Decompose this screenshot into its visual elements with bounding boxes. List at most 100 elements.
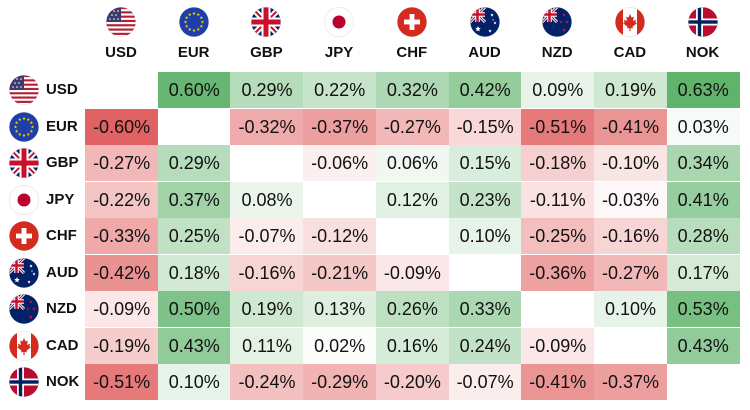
- heatmap-cell: -0.27%: [375, 108, 449, 145]
- heatmap-cell: 0.08%: [230, 181, 304, 218]
- new-zealand-flag-icon: [9, 294, 39, 324]
- column-header-nzd: NZD: [521, 0, 593, 72]
- heatmap-cell: 0.19%: [593, 72, 668, 108]
- heatmap-cell: 0.10%: [157, 364, 231, 400]
- heatmap-cell: 0.06%: [375, 145, 449, 181]
- usa-flag-icon: [9, 75, 39, 105]
- switzerland-flag-icon: [396, 7, 427, 37]
- heatmap-cell: -0.25%: [521, 218, 595, 254]
- column-header-usd: USD: [85, 0, 157, 72]
- japan-flag-icon: [324, 7, 354, 37]
- australia-flag-icon: [9, 257, 39, 288]
- heatmap-cell: -0.09%: [375, 254, 449, 291]
- heatmap-cell: 0.11%: [230, 327, 304, 364]
- eu-flag-icon: [178, 7, 209, 37]
- heatmap-cell: 0.17%: [666, 254, 740, 291]
- row-header-label: USD: [46, 81, 78, 98]
- row-header-jpy: JPY: [0, 182, 85, 218]
- heatmap-cell: -0.32%: [230, 108, 304, 145]
- heatmap-cell: 0.26%: [375, 291, 449, 327]
- heatmap-cell: -0.21%: [303, 254, 377, 291]
- heatmap-cell: 0.43%: [666, 327, 740, 364]
- japan-flag-icon: [9, 184, 39, 215]
- heatmap-cell: 0.10%: [593, 291, 668, 327]
- heatmap-cell-empty: [303, 181, 377, 218]
- heatmap-cell: 0.22%: [303, 72, 377, 108]
- heatmap-cell: -0.19%: [85, 327, 159, 364]
- heatmap-cell: 0.34%: [666, 145, 740, 181]
- row-header-eur: EUR: [0, 109, 85, 145]
- uk-flag-icon: [251, 7, 282, 37]
- heatmap-cell-empty: [85, 72, 159, 108]
- column-header-label: JPY: [324, 44, 354, 61]
- column-header-label: GBP: [250, 44, 283, 61]
- row-header-label: NZD: [46, 300, 77, 317]
- switzerland-flag-icon: [9, 221, 39, 251]
- heatmap-cell: -0.11%: [521, 181, 595, 218]
- column-header-chf: CHF: [376, 0, 448, 72]
- row-header-label: GBP: [46, 154, 79, 171]
- column-header-nok: NOK: [667, 0, 739, 72]
- heatmap-cell: -0.51%: [85, 364, 159, 400]
- column-header-label: USD: [105, 44, 137, 61]
- column-header-label: NOK: [685, 44, 720, 61]
- heatmap-cell: 0.18%: [157, 254, 231, 291]
- heatmap-cell: -0.42%: [85, 254, 159, 291]
- column-header-label: CAD: [613, 44, 647, 61]
- heatmap-cell: -0.51%: [521, 108, 595, 145]
- heatmap-cell-empty: [666, 364, 740, 400]
- heatmap-cell: -0.09%: [521, 327, 595, 364]
- heatmap-cell: -0.22%: [85, 181, 159, 218]
- heatmap-cell: -0.18%: [521, 145, 595, 181]
- row-header-cad: CAD: [0, 328, 85, 364]
- heatmap-cell: 0.23%: [448, 181, 522, 218]
- heatmap-cell: 0.53%: [666, 291, 740, 327]
- heatmap-cell: 0.03%: [666, 108, 740, 145]
- heatmap-cell: 0.09%: [521, 72, 595, 108]
- row-header-label: CAD: [46, 336, 79, 354]
- heatmap-cell: -0.60%: [85, 108, 159, 145]
- heatmap-cell: 0.63%: [666, 72, 740, 108]
- heatmap-cell: 0.02%: [303, 327, 377, 364]
- heatmap-cell: -0.09%: [85, 291, 159, 327]
- column-header-eur: EUR: [158, 0, 230, 72]
- heatmap-cell: -0.16%: [230, 254, 304, 291]
- heatmap-cell: 0.37%: [157, 181, 231, 218]
- heatmap-cell: 0.29%: [157, 145, 231, 181]
- heatmap-cell-empty: [521, 291, 595, 327]
- column-header-label: AUD: [468, 44, 501, 61]
- heatmap-cell: 0.13%: [303, 291, 377, 327]
- row-header-label: JPY: [46, 190, 75, 208]
- heatmap-cell-empty: [230, 145, 304, 181]
- heatmap-cell: -0.15%: [448, 108, 522, 145]
- heatmap-cell: -0.03%: [593, 181, 668, 218]
- heatmap-cell: 0.60%: [157, 72, 231, 108]
- heatmap-cell: 0.10%: [448, 218, 522, 254]
- row-header-label: EUR: [46, 117, 78, 135]
- heatmap-cell: -0.37%: [303, 108, 377, 145]
- heatmap-cell: -0.16%: [593, 218, 668, 254]
- heatmap-cell: 0.42%: [448, 72, 522, 108]
- heatmap-cell: -0.12%: [303, 218, 377, 254]
- heatmap-cell: -0.41%: [593, 108, 668, 145]
- heatmap-cell: 0.41%: [666, 181, 740, 218]
- column-header-gbp: GBP: [230, 0, 302, 72]
- heatmap-cell: -0.37%: [593, 364, 668, 400]
- heatmap-cell: -0.27%: [85, 145, 159, 181]
- heatmap-cell: -0.10%: [593, 145, 668, 181]
- new-zealand-flag-icon: [542, 7, 573, 37]
- row-header-usd: USD: [0, 72, 85, 108]
- heatmap-cell: 0.16%: [375, 327, 449, 364]
- heatmap-cell: -0.06%: [303, 145, 377, 181]
- uk-flag-icon: [9, 148, 39, 178]
- usa-flag-icon: [106, 7, 136, 37]
- heatmap-cell: 0.12%: [375, 181, 449, 218]
- row-header-nzd: NZD: [0, 291, 85, 327]
- heatmap-cell: -0.36%: [521, 254, 595, 291]
- row-header-gbp: GBP: [0, 145, 85, 181]
- heatmap-cell: 0.24%: [448, 327, 522, 364]
- column-header-cad: CAD: [594, 0, 666, 72]
- heatmap-cell: -0.27%: [593, 254, 668, 291]
- canada-flag-icon: [9, 330, 39, 361]
- australia-flag-icon: [469, 7, 500, 37]
